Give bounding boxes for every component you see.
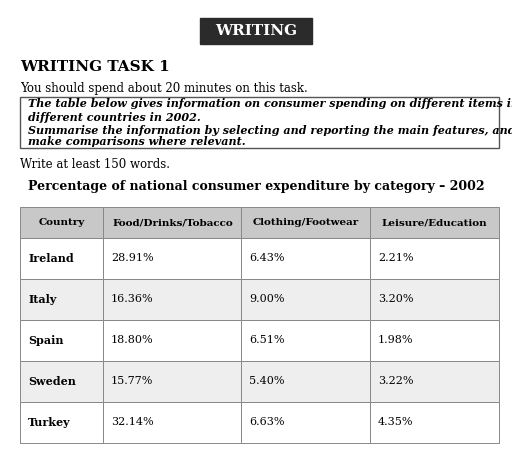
FancyBboxPatch shape bbox=[103, 320, 242, 361]
Text: 6.51%: 6.51% bbox=[249, 335, 285, 345]
Text: Write at least 150 words.: Write at least 150 words. bbox=[20, 158, 170, 171]
Text: 32.14%: 32.14% bbox=[111, 417, 154, 427]
Text: Leisure/Education: Leisure/Education bbox=[382, 218, 487, 227]
FancyBboxPatch shape bbox=[103, 361, 242, 402]
FancyBboxPatch shape bbox=[242, 320, 370, 361]
Text: 2.21%: 2.21% bbox=[378, 253, 414, 263]
FancyBboxPatch shape bbox=[20, 320, 103, 361]
FancyBboxPatch shape bbox=[20, 361, 103, 402]
Text: 16.36%: 16.36% bbox=[111, 294, 154, 304]
Text: Country: Country bbox=[39, 218, 85, 227]
Text: Turkey: Turkey bbox=[28, 417, 71, 428]
FancyBboxPatch shape bbox=[103, 279, 242, 320]
Text: Clothing/Footwear: Clothing/Footwear bbox=[253, 218, 359, 227]
FancyBboxPatch shape bbox=[370, 320, 499, 361]
FancyBboxPatch shape bbox=[103, 238, 242, 279]
FancyBboxPatch shape bbox=[242, 238, 370, 279]
FancyBboxPatch shape bbox=[370, 402, 499, 443]
Text: 6.63%: 6.63% bbox=[249, 417, 285, 427]
FancyBboxPatch shape bbox=[200, 17, 312, 43]
FancyBboxPatch shape bbox=[370, 207, 499, 238]
FancyBboxPatch shape bbox=[20, 238, 103, 279]
Text: make comparisons where relevant.: make comparisons where relevant. bbox=[28, 136, 246, 147]
Text: Percentage of national consumer expenditure by category – 2002: Percentage of national consumer expendit… bbox=[28, 180, 484, 193]
Text: Italy: Italy bbox=[28, 294, 56, 305]
Text: 28.91%: 28.91% bbox=[111, 253, 154, 263]
Text: 1.98%: 1.98% bbox=[378, 335, 414, 345]
FancyBboxPatch shape bbox=[370, 238, 499, 279]
FancyBboxPatch shape bbox=[370, 279, 499, 320]
FancyBboxPatch shape bbox=[20, 279, 103, 320]
Text: 3.20%: 3.20% bbox=[378, 294, 414, 304]
FancyBboxPatch shape bbox=[370, 361, 499, 402]
Text: 9.00%: 9.00% bbox=[249, 294, 285, 304]
Text: Spain: Spain bbox=[28, 335, 63, 346]
Text: 4.35%: 4.35% bbox=[378, 417, 414, 427]
Text: The table below gives information on consumer spending on different items in fiv: The table below gives information on con… bbox=[28, 97, 512, 109]
FancyBboxPatch shape bbox=[242, 402, 370, 443]
Text: WRITING: WRITING bbox=[215, 24, 297, 38]
FancyBboxPatch shape bbox=[242, 279, 370, 320]
Text: Ireland: Ireland bbox=[28, 253, 74, 264]
Text: 6.43%: 6.43% bbox=[249, 253, 285, 263]
FancyBboxPatch shape bbox=[242, 361, 370, 402]
FancyBboxPatch shape bbox=[103, 207, 242, 238]
FancyBboxPatch shape bbox=[242, 207, 370, 238]
Text: Food/Drinks/Tobacco: Food/Drinks/Tobacco bbox=[112, 218, 233, 227]
Text: different countries in 2002.: different countries in 2002. bbox=[28, 112, 201, 123]
Text: 18.80%: 18.80% bbox=[111, 335, 154, 345]
FancyBboxPatch shape bbox=[103, 402, 242, 443]
Text: 3.22%: 3.22% bbox=[378, 376, 414, 386]
Text: 5.40%: 5.40% bbox=[249, 376, 285, 386]
Text: Summarise the information by selecting and reporting the main features, and: Summarise the information by selecting a… bbox=[28, 125, 512, 137]
FancyBboxPatch shape bbox=[20, 97, 499, 148]
Text: You should spend about 20 minutes on this task.: You should spend about 20 minutes on thi… bbox=[20, 82, 308, 95]
Text: 15.77%: 15.77% bbox=[111, 376, 154, 386]
FancyBboxPatch shape bbox=[20, 402, 103, 443]
Text: Sweden: Sweden bbox=[28, 376, 76, 387]
Text: WRITING TASK 1: WRITING TASK 1 bbox=[20, 60, 170, 74]
FancyBboxPatch shape bbox=[20, 207, 103, 238]
